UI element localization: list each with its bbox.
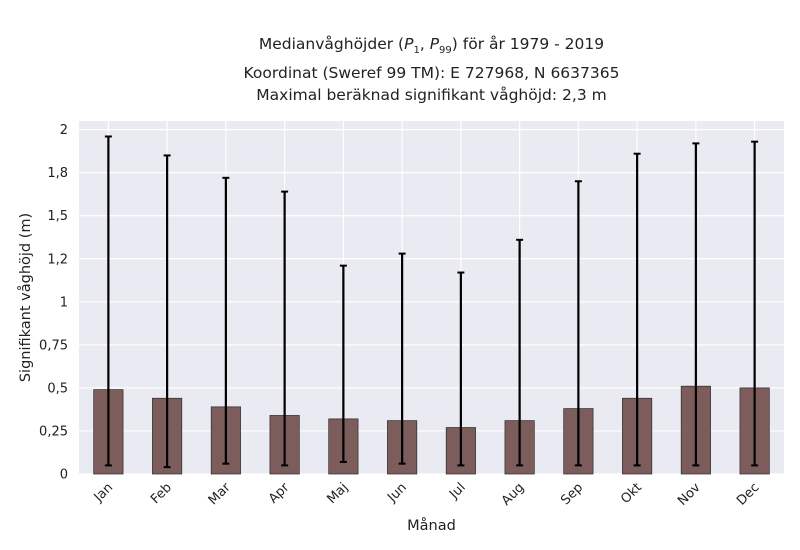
x-axis-label: Månad [407, 517, 456, 534]
x-tick-label: Jul [446, 480, 468, 502]
y-tick-label: 1,8 [47, 166, 68, 181]
y-tick-label: 1,2 [47, 252, 68, 267]
x-tick-label: Feb [148, 480, 175, 507]
x-tick-label: Sep [558, 480, 586, 508]
y-tick-label: 2 [60, 123, 68, 138]
x-tick-label: Jan [91, 480, 116, 505]
y-tick-label: 0 [60, 468, 68, 483]
plot-area [79, 121, 784, 474]
y-tick-label: 0,25 [39, 424, 68, 439]
x-tick-label: Maj [324, 480, 351, 507]
y-tick-label: 0,75 [39, 338, 68, 353]
x-tick-label: Aug [499, 480, 528, 509]
x-tick-label: Apr [266, 480, 293, 507]
y-tick-label: 1 [60, 295, 68, 310]
y-tick-label: 1,5 [47, 209, 68, 224]
chart-title: Medianvåghöjder (P1, P99) för år 1979 - … [79, 33, 784, 106]
y-tick-label: 0,5 [47, 381, 68, 396]
x-tick-label: Jun [384, 480, 410, 506]
x-tick-label: Okt [618, 480, 645, 507]
chart-title-line-2: Koordinat (Sweref 99 TM): E 727968, N 66… [243, 64, 620, 83]
x-tick-label: Dec [734, 480, 762, 508]
x-tick-label: Nov [675, 480, 704, 509]
y-axis-label: Signifikant våghöjd (m) [17, 213, 34, 382]
chart-title-line-3: Maximal beräknad signifikant våghöjd: 2,… [256, 86, 607, 105]
x-tick-label: Mar [206, 480, 234, 508]
chart-title-line-1: Medianvåghöjder (P1, P99) för år 1979 - … [258, 35, 605, 57]
